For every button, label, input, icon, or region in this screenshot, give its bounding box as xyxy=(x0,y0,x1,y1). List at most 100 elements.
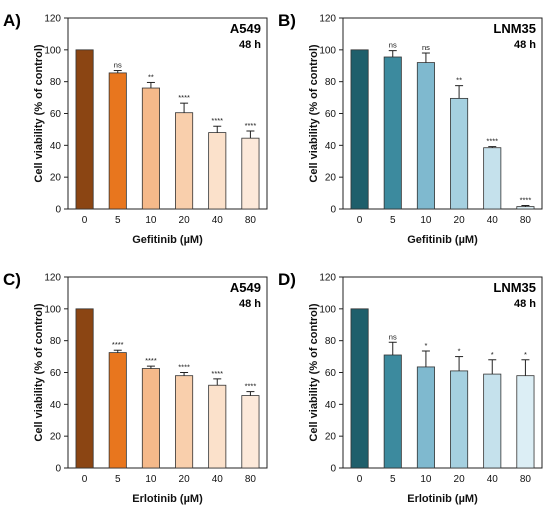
plot-frame xyxy=(67,276,268,469)
y-tick-label: 120 xyxy=(44,14,61,25)
x-axis-title: Erlotinib (µM) xyxy=(132,493,203,505)
bar xyxy=(516,206,535,210)
x-tick-label: 40 xyxy=(487,474,499,485)
significance-label: **** xyxy=(145,356,157,365)
cell-line-label: LNM35 xyxy=(493,21,536,36)
x-tick-label: 80 xyxy=(245,215,257,226)
y-tick-label: 80 xyxy=(325,77,337,88)
x-tick-label: 0 xyxy=(357,474,363,485)
y-tick-label: 80 xyxy=(50,336,62,347)
y-tick-label: 20 xyxy=(50,173,62,184)
time-label: 48 h xyxy=(514,298,536,310)
significance-label: **** xyxy=(211,116,223,125)
x-tick-label: 10 xyxy=(420,215,432,226)
y-tick-label: 100 xyxy=(319,304,336,315)
x-axis-title: Gefitinib (µM) xyxy=(407,234,478,246)
x-tick-label: 20 xyxy=(454,474,466,485)
y-tick-label: 120 xyxy=(319,14,336,25)
x-tick-label: 40 xyxy=(487,215,499,226)
panel-letter: A) xyxy=(3,11,21,30)
y-axis-title: Cell viability (% of control) xyxy=(33,44,45,182)
x-axis-title: Erlotinib (µM) xyxy=(407,493,478,505)
panel-d: 0 20 40 60 80 100 120 0 ns 5 * 10 * 20 * 40 * 80 Erlotinib… xyxy=(275,259,550,518)
significance-label: **** xyxy=(245,121,257,130)
significance-label: * xyxy=(491,350,494,359)
y-axis-title: Cell viability (% of control) xyxy=(308,303,320,441)
y-tick-label: 120 xyxy=(44,273,61,284)
chart-svg: 0 20 40 60 80 100 120 0 ns 5 * 10 * 20 * 40 * 80 Erlotinib… xyxy=(278,270,543,505)
y-tick-label: 120 xyxy=(319,273,336,284)
x-tick-label: 80 xyxy=(245,474,257,485)
significance-label: **** xyxy=(245,382,257,391)
panel-letter: D) xyxy=(278,270,296,289)
x-tick-label: 80 xyxy=(520,215,532,226)
x-tick-label: 0 xyxy=(82,474,88,485)
y-tick-label: 60 xyxy=(50,368,62,379)
y-tick-label: 100 xyxy=(319,45,336,56)
x-tick-label: 10 xyxy=(145,474,157,485)
y-tick-label: 60 xyxy=(325,109,337,120)
panel-letter: C) xyxy=(3,270,21,289)
bar xyxy=(75,308,94,469)
y-tick-label: 20 xyxy=(50,432,62,443)
x-tick-label: 5 xyxy=(115,215,121,226)
bar xyxy=(450,370,469,469)
x-tick-label: 5 xyxy=(390,474,396,485)
bar xyxy=(175,112,194,210)
chart-svg: 0 20 40 60 80 100 120 0 ns 5 ns 10 ** 20 **** 40 **** 80 G… xyxy=(278,11,543,246)
x-tick-label: 10 xyxy=(145,215,157,226)
bar xyxy=(383,56,402,210)
bar xyxy=(483,147,502,210)
plot-frame xyxy=(342,17,543,210)
x-tick-label: 40 xyxy=(212,474,224,485)
x-tick-label: 80 xyxy=(520,474,532,485)
y-tick-label: 40 xyxy=(50,141,62,152)
plot-frame xyxy=(342,276,543,469)
significance-label: **** xyxy=(178,363,190,372)
significance-label: ** xyxy=(148,72,154,81)
bar xyxy=(450,97,469,210)
bar xyxy=(516,375,535,469)
panel-letter: B) xyxy=(278,11,296,30)
bar xyxy=(108,72,127,210)
bar xyxy=(108,352,127,469)
x-tick-label: 20 xyxy=(454,215,466,226)
y-tick-label: 100 xyxy=(44,304,61,315)
significance-label: ns xyxy=(114,61,122,70)
plot-frame xyxy=(67,17,268,210)
significance-label: * xyxy=(524,350,527,359)
bar xyxy=(383,354,402,469)
significance-label: **** xyxy=(486,137,498,146)
y-axis-title: Cell viability (% of control) xyxy=(308,44,320,182)
bar xyxy=(208,384,227,469)
y-tick-label: 0 xyxy=(330,205,336,216)
bar xyxy=(75,49,94,210)
bar xyxy=(350,308,369,469)
chart-svg: 0 20 40 60 80 100 120 0 **** 5 **** 10 **** 20 **** 40 *… xyxy=(3,270,268,505)
bar xyxy=(416,366,435,469)
bar xyxy=(208,132,227,210)
significance-label: **** xyxy=(520,195,532,204)
y-tick-label: 0 xyxy=(330,464,336,475)
y-tick-label: 40 xyxy=(325,141,337,152)
y-tick-label: 100 xyxy=(44,45,61,56)
time-label: 48 h xyxy=(514,39,536,51)
x-tick-label: 5 xyxy=(390,215,396,226)
bar xyxy=(241,395,260,469)
y-tick-label: 80 xyxy=(50,77,62,88)
y-tick-label: 20 xyxy=(325,432,337,443)
x-tick-label: 40 xyxy=(212,215,224,226)
significance-label: ** xyxy=(456,76,462,85)
bar xyxy=(175,375,194,469)
panel-a: 0 20 40 60 80 100 120 0 ns 5 ** 10 **** 20 **** 40 **** 8… xyxy=(0,0,275,259)
bar xyxy=(241,137,260,210)
significance-label: **** xyxy=(211,369,223,378)
y-tick-label: 40 xyxy=(50,400,62,411)
x-tick-label: 0 xyxy=(82,215,88,226)
significance-label: * xyxy=(424,341,427,350)
y-tick-label: 80 xyxy=(325,336,337,347)
significance-label: ns xyxy=(389,332,397,341)
bar xyxy=(141,368,160,469)
x-tick-label: 0 xyxy=(357,215,363,226)
significance-label: * xyxy=(458,347,461,356)
